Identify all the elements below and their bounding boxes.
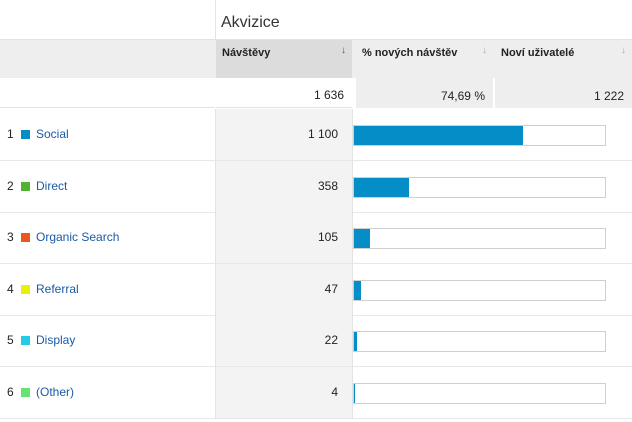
totals-label-cell [0, 78, 215, 108]
divider [215, 366, 216, 418]
row-channel-link[interactable]: (Other) [36, 384, 75, 399]
group-title: Akvizice [221, 14, 280, 31]
divider [352, 263, 353, 315]
totals-new-users: 1 222 [593, 89, 624, 103]
divider [215, 315, 216, 366]
table-row: 358 2 Direct [0, 160, 632, 213]
share-bar [353, 125, 606, 146]
sort-arrow-icon[interactable]: ↓ [621, 45, 626, 56]
row-visits-cell: 105 [216, 212, 352, 263]
share-bar [353, 228, 606, 249]
share-bar [353, 331, 606, 352]
color-swatch-icon [21, 130, 30, 139]
totals-visits-cell: 1 636 [216, 78, 352, 108]
row-visits-value: 4 [331, 384, 338, 399]
row-visits-cell: 358 [216, 160, 352, 212]
share-bar [353, 382, 606, 404]
divider [352, 109, 353, 160]
divider [215, 160, 216, 212]
row-visits-value: 22 [324, 333, 338, 347]
row-visits-value: 358 [317, 178, 338, 193]
row-visits-cell: 4 [216, 366, 352, 418]
column-label: Noví uživatelé [501, 47, 575, 59]
column-label: % nových návštěv [362, 47, 458, 59]
table-row: 105 3 Organic Search [0, 212, 632, 264]
share-bar-fill [354, 126, 523, 145]
sort-arrow-icon[interactable]: ↓ [482, 45, 487, 56]
color-swatch-icon [21, 387, 30, 397]
table-row: 22 5 Display [0, 315, 632, 367]
totals-new-users-cell: 1 222 [495, 78, 632, 108]
row-channel-link[interactable]: Organic Search [36, 230, 120, 244]
color-swatch-icon [21, 284, 30, 294]
divider [215, 263, 216, 315]
row-channel-link[interactable]: Referral [36, 281, 79, 296]
divider [352, 212, 353, 263]
row-dimension-cell [0, 161, 215, 212]
column-header-new-visits[interactable]: % nových návštěv ↓ [356, 40, 493, 78]
row-channel-link[interactable]: Social [36, 127, 69, 141]
share-bar-fill [354, 280, 362, 300]
totals-new-visits-cell: 74,69 % [356, 78, 493, 108]
row-index: 5 [7, 333, 14, 347]
share-bar-fill [354, 383, 355, 403]
row-visits-value: 1 100 [307, 127, 338, 141]
row-visits-value: 47 [324, 281, 338, 296]
row-index: 6 [7, 384, 14, 399]
divider [352, 160, 353, 212]
column-header-visits[interactable]: Návštěvy ↓ [216, 40, 352, 78]
divider [352, 315, 353, 366]
table-row: 47 4 Referral [0, 263, 632, 316]
color-swatch-icon [21, 233, 30, 242]
share-bar [353, 176, 606, 198]
share-bar-fill [354, 177, 409, 197]
row-dimension-cell [0, 315, 215, 366]
divider [352, 366, 353, 418]
row-index: 1 [7, 127, 14, 141]
row-visits-cell: 47 [216, 263, 352, 315]
group-header [0, 0, 632, 40]
color-swatch-icon [21, 336, 30, 345]
divider [215, 109, 216, 160]
row-index: 3 [7, 230, 14, 244]
share-bar-fill [354, 229, 371, 248]
row-index: 2 [7, 178, 14, 193]
totals-visits: 1 636 [313, 88, 344, 102]
column-header-new-users[interactable]: Noví uživatelé ↓ [495, 40, 632, 78]
row-channel-link[interactable]: Direct [36, 178, 68, 193]
row-visits-value: 105 [317, 230, 338, 244]
row-index: 4 [7, 281, 14, 296]
share-bar [353, 279, 606, 301]
divider [215, 212, 216, 263]
color-swatch-icon [21, 181, 30, 191]
row-visits-cell: 1 100 [216, 109, 352, 160]
row-channel-link[interactable]: Display [36, 333, 76, 347]
divider [215, 0, 216, 40]
table-row: 4 6 (Other) [0, 366, 632, 419]
column-label: Návštěvy [222, 47, 271, 59]
row-dimension-cell [0, 109, 215, 160]
sort-arrow-icon[interactable]: ↓ [341, 45, 346, 56]
table-row: 1 100 1 Social [0, 109, 632, 161]
row-visits-cell: 22 [216, 315, 352, 366]
row-dimension-cell [0, 367, 215, 418]
row-dimension-cell [0, 264, 215, 315]
share-bar-fill [354, 332, 358, 351]
totals-new-visits-pct: 74,69 % [440, 89, 485, 103]
